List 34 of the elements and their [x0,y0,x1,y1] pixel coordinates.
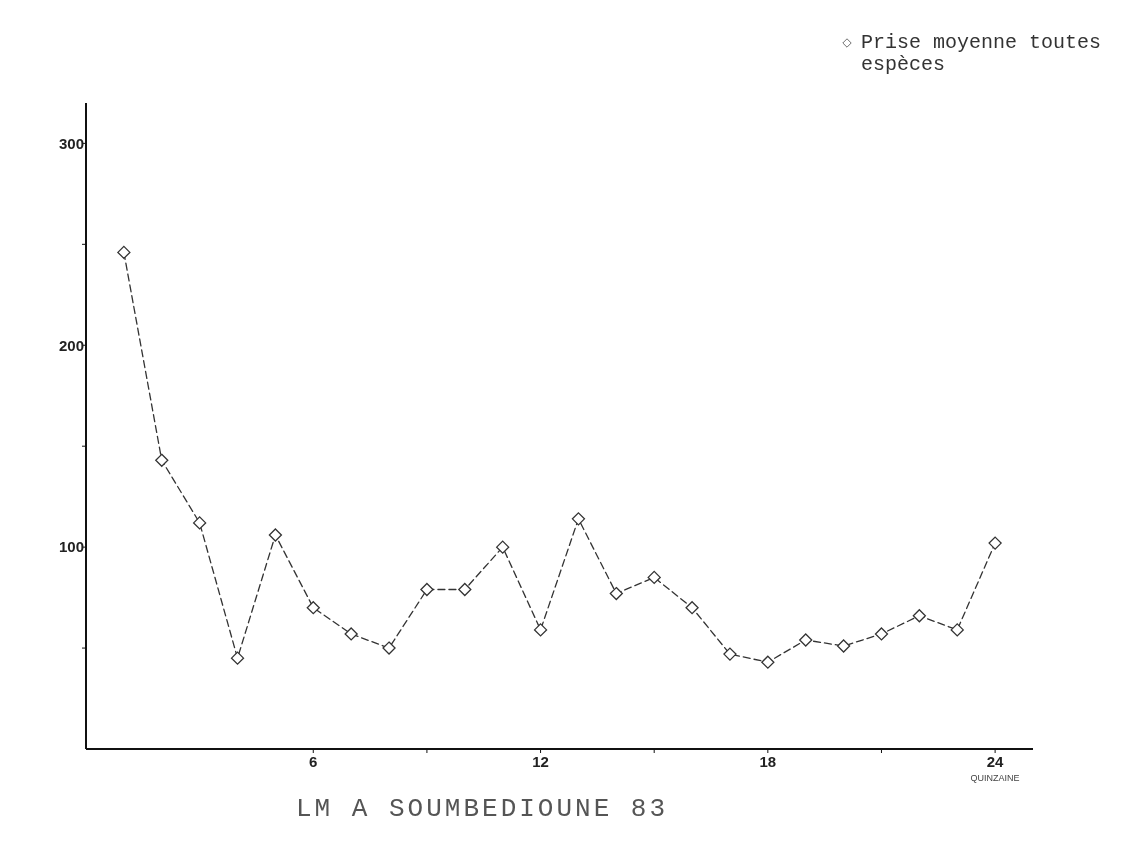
point [988,536,1002,550]
point [685,601,699,615]
y-tick-label: 100 [58,538,84,556]
point [306,601,320,615]
point [761,655,775,669]
point [799,633,813,647]
point [155,453,169,467]
point [571,512,586,526]
point [609,586,623,601]
point [458,582,472,597]
point [912,609,927,623]
point [230,651,245,665]
point [268,528,283,542]
point [836,639,851,653]
point [192,516,207,530]
text: LM A SOUMBEDIOUNE 83 [296,794,669,824]
point [496,540,510,554]
y-tick-label: 200 [58,336,84,354]
x-tick-label: 6 [309,753,318,770]
y-tick-label: 300 [58,134,84,152]
legend-label: Prise moyenne toutes espèces [861,31,1102,76]
point [117,245,131,260]
point [344,627,358,641]
point [420,582,434,597]
point [382,641,396,655]
point [950,623,964,637]
x-tick-label: 12 [532,753,549,770]
point [723,647,737,661]
x-tick-label: 18 [759,753,777,770]
x-axis-title: QUINZAINE [970,773,1020,783]
point [874,627,889,641]
x-tick-label: 24 [986,753,1005,770]
point [533,623,548,637]
point [647,570,661,585]
